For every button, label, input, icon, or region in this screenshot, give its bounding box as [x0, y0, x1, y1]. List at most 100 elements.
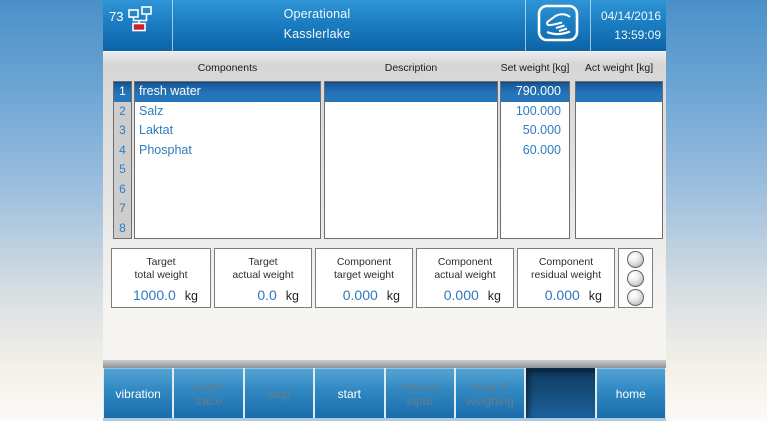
- stat-component-actual-weight: Component actual weight 0.000 kg: [416, 248, 514, 308]
- manual-operation-hand-icon: [537, 4, 579, 47]
- stat-component-residual-weight: Component residual weight 0.000 kg: [517, 248, 615, 308]
- act-weight-cell[interactable]: [576, 102, 662, 122]
- components-column: fresh water Salz Laktat Phosphat: [134, 81, 321, 239]
- set-weight-column: 790.000 100.000 50.000 60.000: [500, 81, 570, 239]
- component-name-cell[interactable]: [135, 160, 320, 180]
- stat-value: 1000.0: [132, 287, 176, 303]
- row-number[interactable]: 8: [119, 220, 126, 235]
- blank-pressed-button[interactable]: [526, 368, 595, 418]
- indicator-light: [627, 269, 644, 287]
- stat-label: total weight: [134, 269, 188, 281]
- set-weight-cell[interactable]: 790.000: [501, 82, 569, 102]
- set-weight-cell[interactable]: [501, 160, 569, 180]
- recipe-name: Kasslerlake: [283, 27, 351, 41]
- stat-unit: kg: [386, 289, 400, 303]
- stat-label: Component: [437, 256, 493, 268]
- act-weight-cell[interactable]: [576, 199, 662, 219]
- stat-label: Target: [248, 256, 278, 268]
- component-name-cell[interactable]: Salz: [139, 103, 164, 118]
- date-label: 04/14/2016: [600, 9, 661, 23]
- book-weighing-button[interactable]: book & weighing: [455, 368, 525, 418]
- datetime-cell: 04/14/2016 13:59:09: [590, 0, 666, 51]
- row-number[interactable]: 3: [119, 123, 126, 137]
- stop-button[interactable]: stop: [244, 368, 314, 418]
- component-name-cell[interactable]: [135, 219, 320, 239]
- act-weight-cell[interactable]: [576, 180, 662, 200]
- set-weight-cell[interactable]: 100.000: [515, 103, 561, 118]
- set-weight-cell[interactable]: 60.000: [522, 142, 561, 157]
- set-weight-cell[interactable]: 50.000: [522, 123, 561, 137]
- description-cell[interactable]: [325, 102, 497, 122]
- row-number[interactable]: 1: [114, 82, 131, 102]
- stat-unit: kg: [285, 289, 299, 303]
- stat-value: 0.000: [443, 287, 479, 303]
- column-header-description: Description: [384, 62, 438, 74]
- vibration-button[interactable]: vibration: [104, 368, 173, 418]
- row-number[interactable]: 6: [119, 181, 126, 196]
- stat-label: target weight: [333, 269, 395, 281]
- batch-trace-button[interactable]: batch trace: [174, 368, 243, 418]
- stat-label: Target: [146, 256, 176, 268]
- component-name-cell[interactable]: [135, 180, 320, 200]
- indicator-lights: [618, 248, 653, 308]
- page-title: Operational: [283, 7, 351, 21]
- component-name-cell[interactable]: [135, 199, 320, 219]
- act-weight-cell[interactable]: [576, 141, 662, 161]
- header-station-cell: 73: [103, 0, 172, 51]
- description-cell[interactable]: [325, 82, 497, 102]
- description-cell[interactable]: [325, 180, 497, 200]
- set-weight-cell[interactable]: [501, 199, 569, 219]
- component-name-cell[interactable]: fresh water: [135, 82, 320, 102]
- row-number[interactable]: 5: [119, 162, 126, 176]
- footer-divider-band: [103, 360, 666, 368]
- act-weight-column: [575, 81, 663, 239]
- component-name-cell[interactable]: Laktat: [139, 123, 174, 137]
- stat-unit: kg: [588, 289, 602, 303]
- stat-label: residual weight: [530, 269, 602, 281]
- time-label: 13:59:09: [614, 28, 661, 42]
- description-cell[interactable]: [325, 160, 497, 180]
- act-weight-cell[interactable]: [576, 219, 662, 239]
- header-bar: 73 Operational Kasslerlake: [103, 0, 666, 51]
- station-id: 73: [109, 9, 124, 24]
- stat-target-total-weight: Target total weight 1000.0 kg: [111, 248, 211, 308]
- column-header-components: Components: [197, 62, 258, 74]
- indicator-light: [627, 288, 644, 306]
- description-cell[interactable]: [325, 141, 497, 161]
- start-button[interactable]: start: [315, 368, 384, 418]
- row-number[interactable]: 2: [119, 103, 126, 118]
- set-weight-cell[interactable]: [501, 180, 569, 200]
- row-number[interactable]: 4: [119, 142, 126, 157]
- manual-input-button[interactable]: manual input: [385, 368, 454, 418]
- set-weight-cell[interactable]: [501, 219, 569, 239]
- description-cell[interactable]: [325, 199, 497, 219]
- home-button[interactable]: home: [596, 368, 665, 418]
- description-cell[interactable]: [325, 121, 497, 141]
- content-area: Components Description Set weight [kg] A…: [103, 51, 666, 360]
- stat-label: Component: [336, 256, 392, 268]
- stat-unit: kg: [487, 289, 501, 303]
- act-weight-cell[interactable]: [576, 160, 662, 180]
- description-cell[interactable]: [325, 219, 497, 239]
- act-weight-cell[interactable]: [576, 82, 662, 102]
- row-number[interactable]: 7: [119, 201, 126, 215]
- stat-label: Component: [538, 256, 594, 268]
- page-title-cell: Operational Kasslerlake: [172, 0, 525, 51]
- stat-unit: kg: [184, 289, 198, 303]
- stat-value: 0.000: [544, 287, 580, 303]
- softkey-button-bar: vibration batch trace stop start manual …: [103, 368, 666, 418]
- stat-value: 0.0: [257, 287, 277, 303]
- act-weight-cell[interactable]: [576, 121, 662, 141]
- weight-stats-panel: Target total weight 1000.0 kg Target act…: [111, 248, 657, 308]
- column-header-act-weight: Act weight [kg]: [584, 62, 654, 74]
- column-header-set-weight: Set weight [kg]: [500, 62, 570, 74]
- indicator-light: [627, 250, 644, 268]
- stat-target-actual-weight: Target actual weight 0.0 kg: [214, 248, 312, 308]
- bottom-bezel-strip: [103, 418, 666, 421]
- stat-label: actual weight: [434, 269, 496, 281]
- header-mode-cell[interactable]: [525, 0, 590, 51]
- stat-label: actual weight: [232, 269, 294, 281]
- stat-component-target-weight: Component target weight 0.000 kg: [315, 248, 413, 308]
- description-column: [324, 81, 498, 239]
- component-name-cell[interactable]: Phosphat: [139, 142, 192, 157]
